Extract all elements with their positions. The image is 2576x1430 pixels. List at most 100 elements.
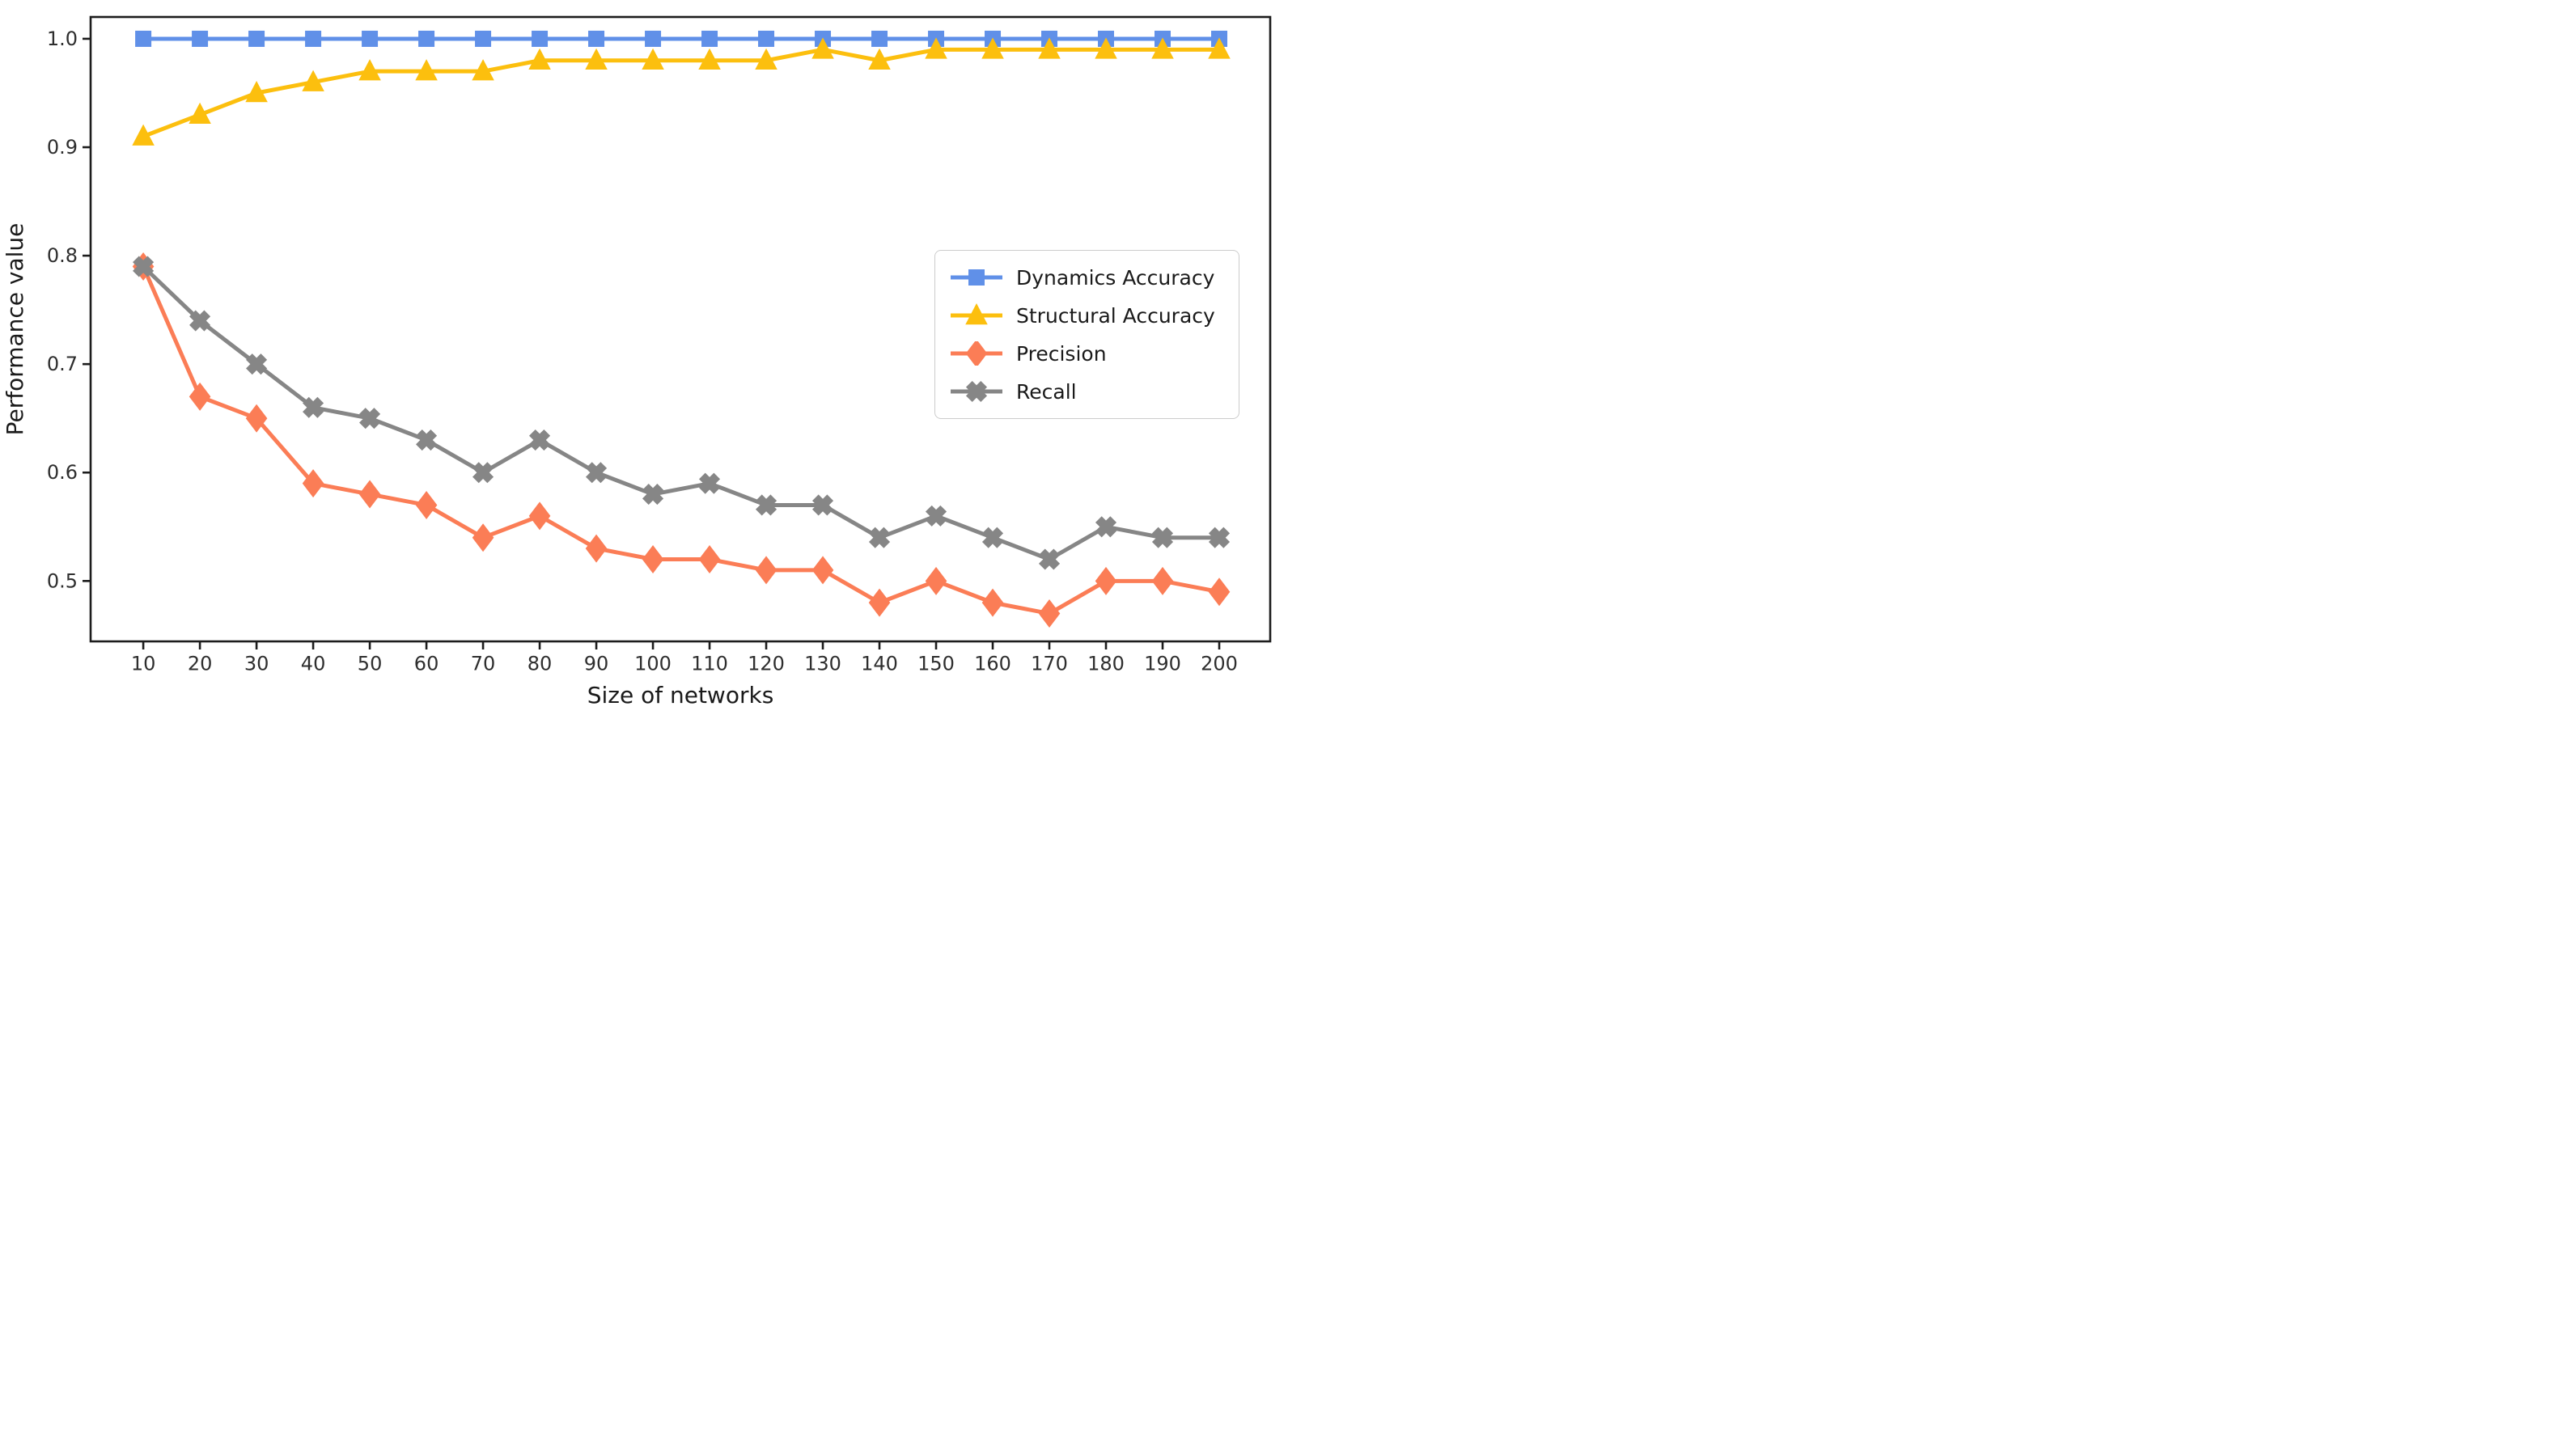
series-dynamics-accuracy — [135, 30, 1228, 47]
legend-item-dynamics-accuracy: Dynamics Accuracy — [948, 260, 1226, 294]
triangle-marker-icon — [698, 48, 721, 70]
square-marker-icon — [968, 269, 985, 286]
square-marker-icon — [192, 30, 209, 47]
legend-item-precision: Precision — [948, 336, 1226, 370]
x-marker-icon — [868, 527, 891, 548]
x-marker-icon — [981, 527, 1004, 548]
x-tick-label: 190 — [1144, 653, 1181, 675]
x-marker-icon — [1151, 527, 1174, 548]
x-tick-label: 150 — [917, 653, 955, 675]
diamond-marker-icon — [528, 501, 551, 531]
triangle-marker-icon — [981, 37, 1004, 59]
series-structural-accuracy — [132, 37, 1231, 146]
square-marker-icon — [135, 30, 152, 47]
square-marker-icon — [362, 30, 379, 47]
x-tick-label: 180 — [1087, 653, 1125, 675]
series-recall — [133, 256, 1231, 570]
triangle-marker-icon — [755, 48, 777, 70]
series-precision — [132, 252, 1231, 628]
x-tick-label: 200 — [1201, 653, 1238, 675]
diamond-marker-icon — [925, 566, 947, 595]
structural-accuracy-marker-icon — [951, 303, 1002, 325]
diamond-marker-icon — [415, 490, 438, 519]
x-tick-label: 110 — [691, 653, 728, 675]
triangle-marker-icon — [1208, 37, 1231, 59]
legend-label: Dynamics Accuracy — [1016, 265, 1215, 290]
legend-item-recall: Recall — [948, 374, 1226, 408]
y-axis-label: Performance value — [2, 223, 28, 436]
triangle-marker-icon — [358, 59, 381, 81]
x-marker-icon — [189, 310, 211, 332]
square-marker-icon — [871, 30, 888, 47]
x-marker-icon — [755, 494, 777, 516]
recall-marker-icon — [951, 380, 1002, 403]
x-tick-label: 20 — [188, 653, 213, 675]
diamond-marker-icon — [965, 341, 988, 366]
diamond-marker-icon — [981, 588, 1004, 617]
x-tick-label: 130 — [804, 653, 841, 675]
square-marker-icon — [588, 30, 605, 47]
x-marker-icon — [1095, 516, 1117, 538]
diamond-marker-icon — [1151, 566, 1174, 595]
square-marker-icon — [248, 30, 265, 47]
x-tick-label: 100 — [634, 653, 672, 675]
triangle-marker-icon — [1038, 37, 1061, 59]
y-tick-label: 1.0 — [47, 28, 78, 50]
y-tick-label: 0.7 — [47, 353, 78, 375]
diamond-marker-icon — [1208, 578, 1231, 607]
triangle-marker-icon — [1151, 37, 1174, 59]
x-tick-label: 170 — [1031, 653, 1068, 675]
series-line — [141, 265, 1220, 616]
triangle-marker-icon — [528, 48, 551, 70]
x-marker-icon — [811, 494, 834, 516]
triangle-marker-icon — [472, 59, 494, 81]
precision-marker-icon — [951, 341, 1002, 366]
diamond-marker-icon — [302, 469, 324, 498]
x-marker-icon — [642, 484, 664, 506]
diamond-marker-icon — [189, 382, 211, 411]
square-marker-icon — [758, 30, 775, 47]
triangle-marker-icon — [132, 124, 155, 146]
diamond-marker-icon — [358, 480, 381, 509]
diamond-marker-icon — [1095, 566, 1117, 595]
triangle-marker-icon — [585, 48, 608, 70]
diamond-marker-icon — [811, 556, 834, 585]
x-marker-icon — [925, 505, 947, 527]
x-marker-icon — [359, 408, 381, 429]
plot-frame — [89, 15, 1272, 643]
y-tick-label: 0.8 — [47, 244, 78, 267]
square-marker-icon — [532, 30, 549, 47]
square-marker-icon — [418, 30, 435, 47]
x-marker-icon — [246, 353, 268, 375]
x-tick-label: 120 — [748, 653, 785, 675]
x-tick-label: 90 — [584, 653, 609, 675]
legend: Dynamics Accuracy Structural Accuracy Pr… — [934, 250, 1239, 419]
x-marker-icon — [586, 462, 608, 484]
diamond-marker-icon — [1038, 599, 1061, 628]
dynamics-accuracy-marker-icon — [951, 269, 1002, 286]
x-marker-icon — [698, 472, 721, 494]
x-marker-icon — [472, 462, 494, 484]
legend-label: Recall — [1016, 379, 1077, 404]
x-marker-icon — [133, 256, 155, 277]
x-tick-label: 30 — [244, 653, 269, 675]
triangle-marker-icon — [245, 80, 268, 103]
x-tick-label: 70 — [471, 653, 496, 675]
y-tick-label: 0.5 — [47, 569, 78, 592]
figure: 10 20 30 40 50 60 70 80 90 100 110 120 130 140 150 160 1… — [0, 0, 1288, 715]
x-marker-icon — [965, 380, 988, 403]
y-tick-label: 0.9 — [47, 136, 78, 159]
triangle-marker-icon — [811, 37, 834, 59]
triangle-marker-icon — [642, 48, 664, 70]
x-tick-label: 60 — [414, 653, 439, 675]
legend-label: Precision — [1016, 341, 1107, 366]
square-marker-icon — [645, 30, 662, 47]
triangle-marker-icon — [189, 102, 211, 125]
diamond-marker-icon — [755, 556, 777, 585]
x-marker-icon — [529, 429, 551, 451]
x-marker-icon — [416, 429, 438, 451]
triangle-marker-icon — [868, 48, 891, 70]
diamond-marker-icon — [472, 523, 494, 552]
x-marker-icon — [1208, 527, 1231, 548]
diamond-marker-icon — [642, 545, 664, 574]
